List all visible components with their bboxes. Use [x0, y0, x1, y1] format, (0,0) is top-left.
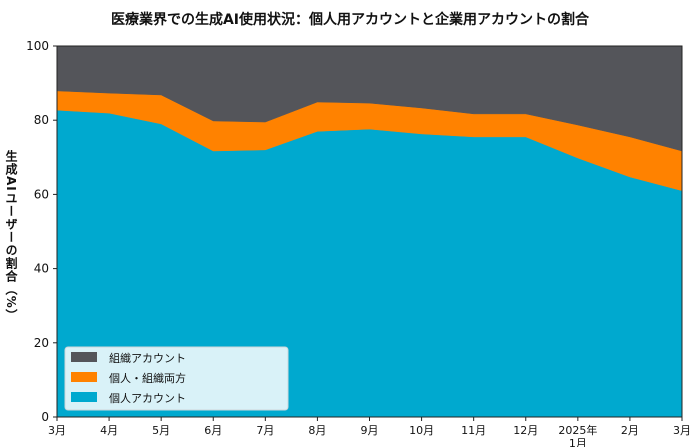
x-tick-label: 12月 [513, 424, 538, 437]
y-tick-label: 20 [34, 336, 49, 350]
legend-label: 組織アカウント [109, 352, 186, 365]
x-tick-label: 3月 [48, 424, 66, 437]
legend-box [64, 346, 289, 411]
x-tick-label: 3月 [673, 424, 691, 437]
x-tick-label: 4月 [100, 424, 118, 437]
legend-swatch [71, 392, 97, 402]
x-tick-label: 2月 [621, 424, 639, 437]
x-tick-label: 9月 [361, 424, 379, 437]
y-tick-label: 80 [34, 113, 49, 127]
legend-label: 個人アカウント [109, 392, 186, 405]
legend-swatch [71, 372, 97, 382]
y-tick-label: 40 [34, 262, 49, 276]
x-tick-label: 11月 [461, 424, 486, 437]
legend-swatch [71, 352, 97, 362]
chart-title: 医療業界での生成AI使用状況：個人用アカウントと企業用アカウントの割合 [110, 12, 590, 28]
x-tick-label: 2025年 1月 [558, 423, 597, 447]
x-tick-label: 8月 [308, 424, 326, 437]
x-tick-label: 7月 [256, 424, 274, 437]
y-axis-label: 生成AIユーザーの割合（%） [4, 150, 18, 322]
x-tick-label: 6月 [204, 424, 222, 437]
y-tick-label: 100 [26, 39, 49, 53]
x-tick-label: 10月 [409, 424, 434, 437]
x-tick-label: 5月 [152, 424, 170, 437]
y-tick-label: 0 [41, 410, 49, 424]
legend-label: 個人・組織両方 [109, 371, 186, 385]
y-tick-label: 60 [34, 187, 49, 201]
